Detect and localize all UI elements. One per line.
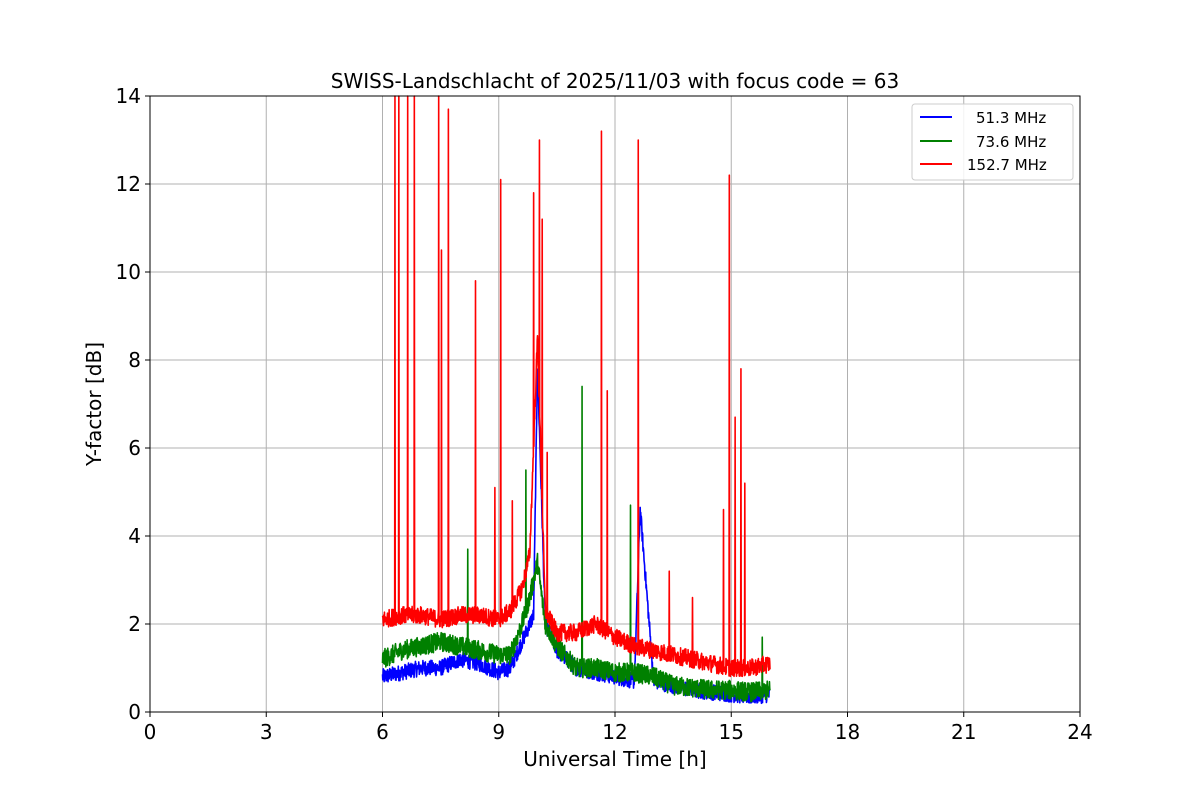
x-tick-label: 12 — [602, 720, 627, 744]
y-tick-label: 2 — [128, 612, 141, 636]
legend-label-51mhz: 51.3 MHz — [976, 109, 1046, 127]
legend-label-152mhz: 152.7 MHz — [967, 156, 1047, 174]
x-tick-label: 9 — [492, 720, 505, 744]
x-tick-label: 0 — [144, 720, 157, 744]
y-axis-label: Y-factor [dB] — [82, 342, 106, 467]
plot-area — [381, 95, 771, 705]
chart-title: SWISS-Landschlacht of 2025/11/03 with fo… — [331, 69, 899, 93]
y-tick-label: 12 — [116, 172, 141, 196]
x-tick-label: 18 — [835, 720, 860, 744]
y-tick-label: 8 — [128, 348, 141, 372]
legend: 51.3 MHz 73.6 MHz 152.7 MHz — [911, 103, 1074, 181]
y-axis: 0 2 4 6 8 10 12 14 — [116, 84, 150, 724]
x-tick-label: 3 — [260, 720, 273, 744]
x-tick-label: 6 — [376, 720, 389, 744]
x-axis: 0 3 6 9 12 15 18 21 24 — [144, 712, 1093, 744]
x-tick-label: 21 — [951, 720, 976, 744]
x-tick-label: 24 — [1067, 720, 1092, 744]
x-axis-label: Universal Time [h] — [523, 747, 706, 771]
legend-label-73mhz: 73.6 MHz — [976, 133, 1046, 151]
legend-box — [911, 103, 1074, 181]
series-line-152mhz — [381, 95, 771, 678]
series-line-73mhz — [381, 385, 771, 703]
y-tick-label: 10 — [116, 260, 141, 284]
y-tick-label: 4 — [128, 524, 141, 548]
x-tick-label: 15 — [719, 720, 744, 744]
y-tick-label: 0 — [128, 700, 141, 724]
y-tick-label: 6 — [128, 436, 141, 460]
y-tick-label: 14 — [116, 84, 141, 108]
